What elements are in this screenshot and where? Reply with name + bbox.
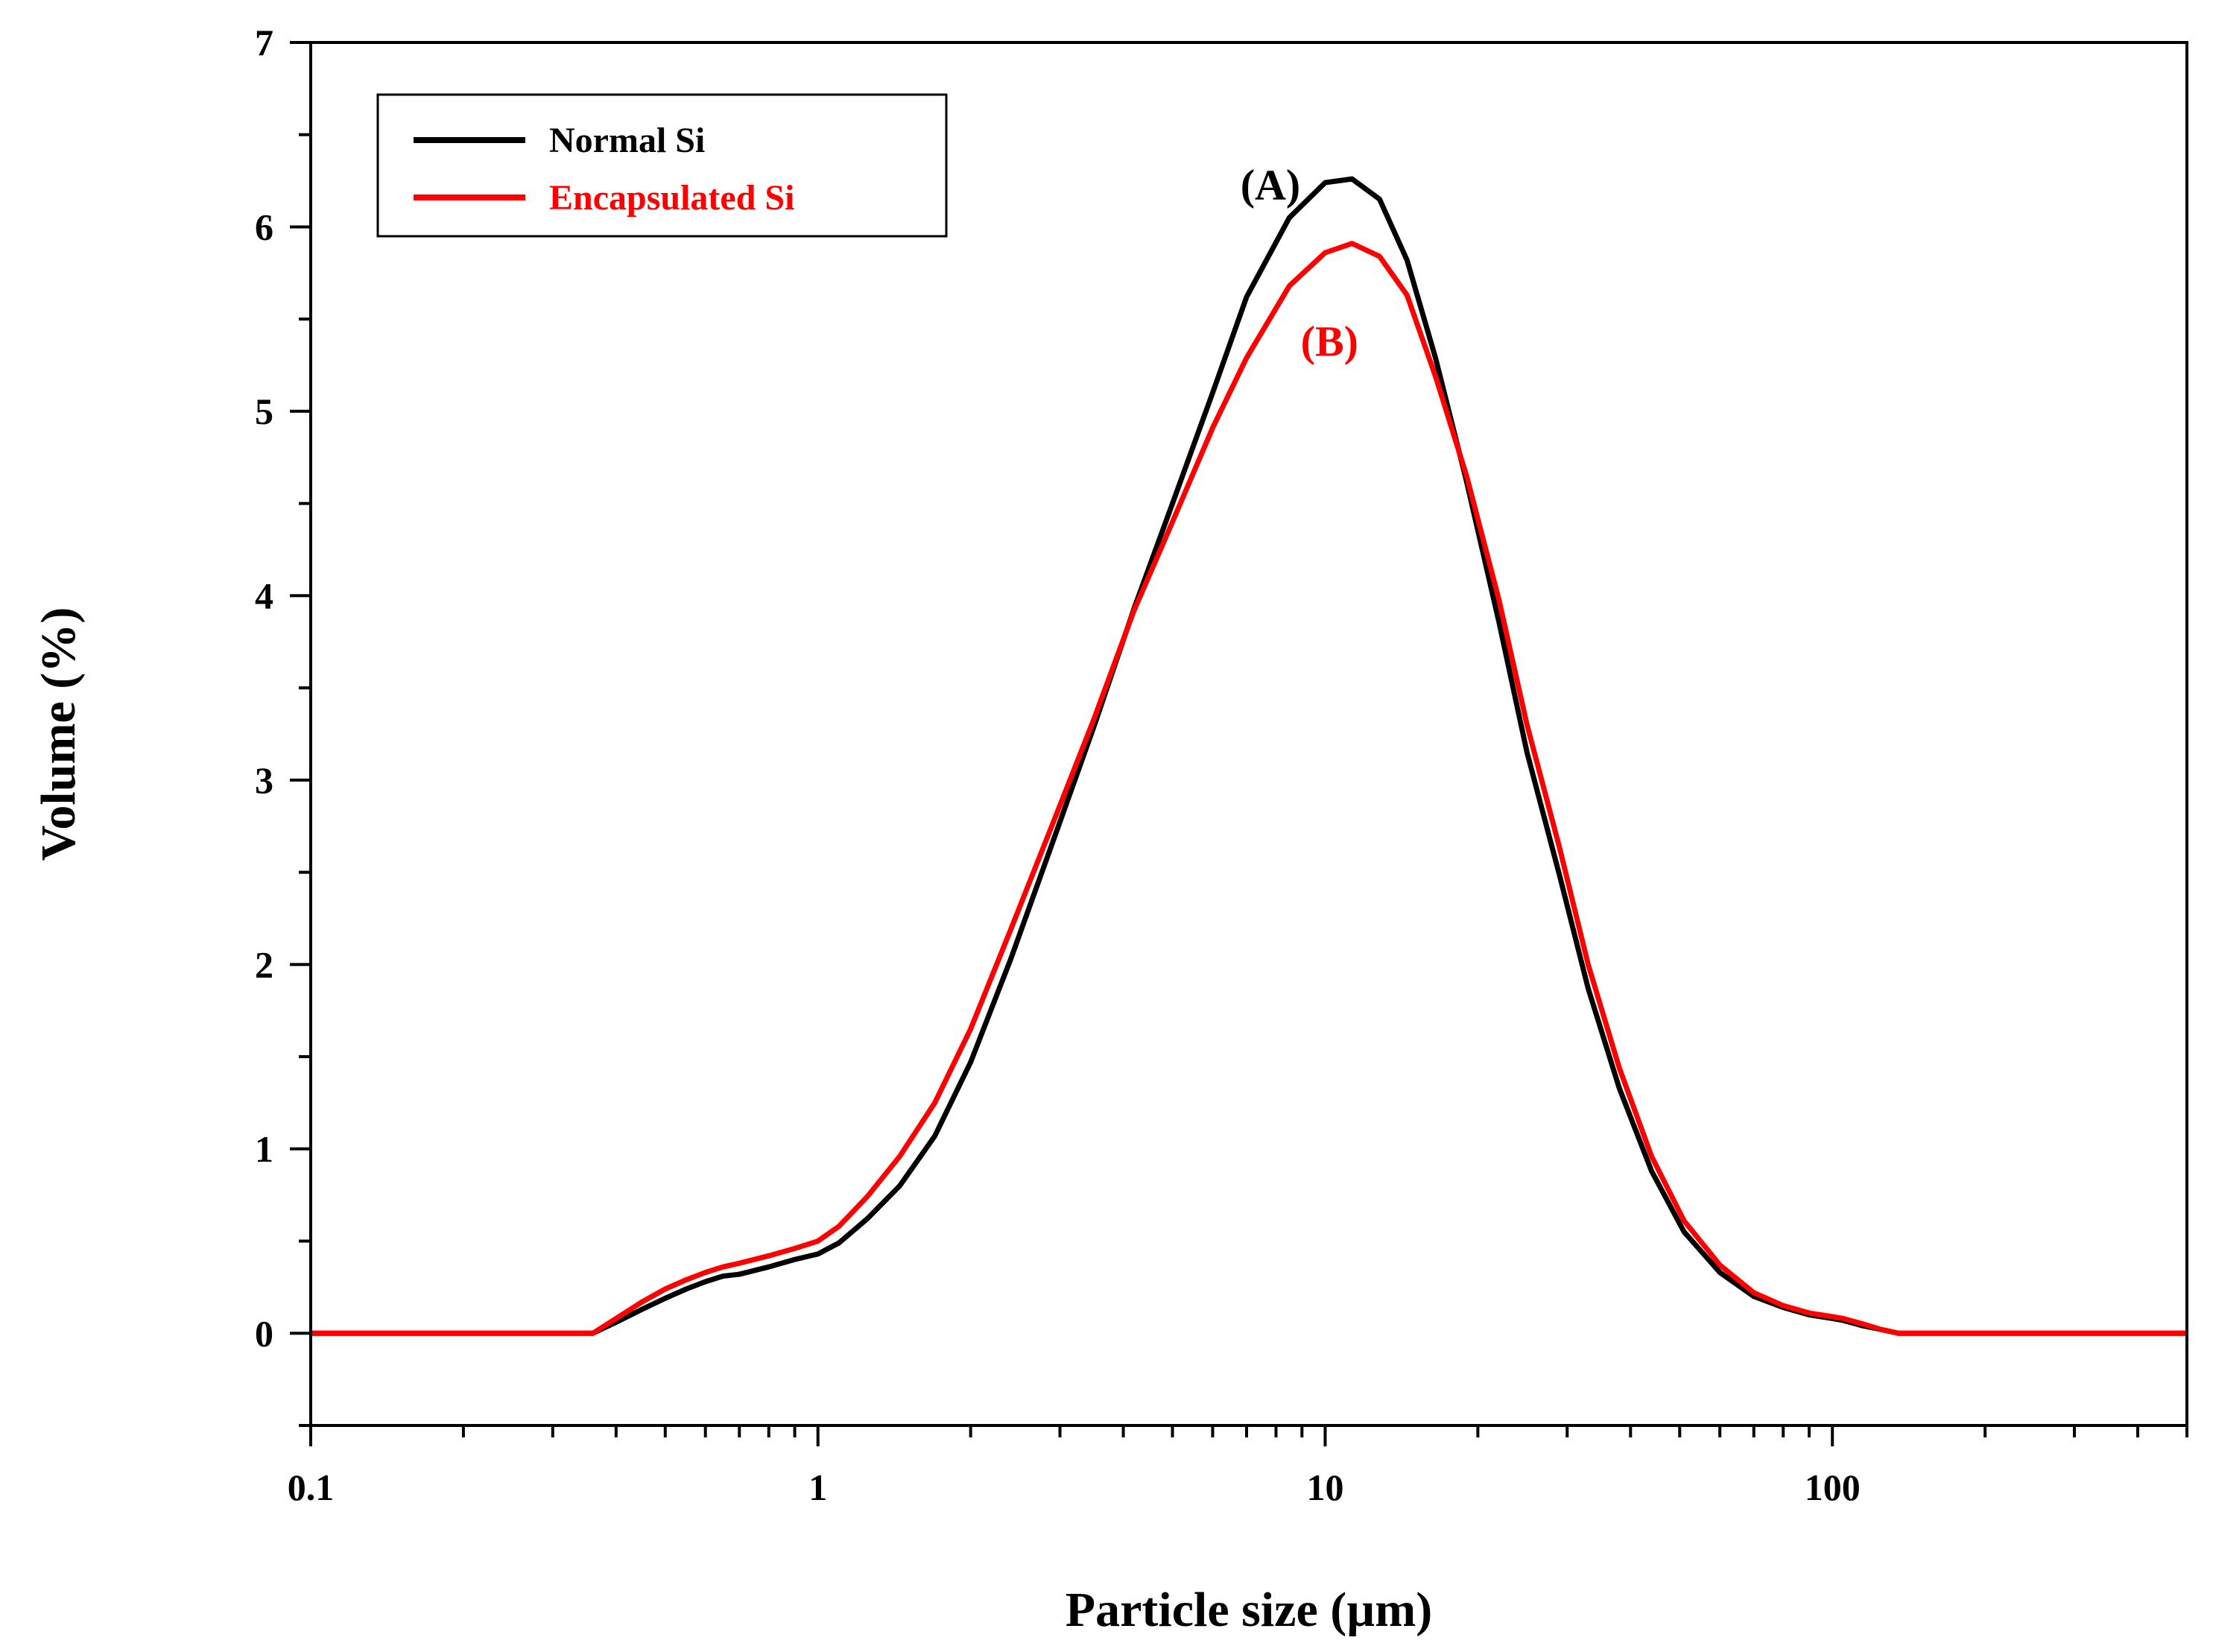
plot-frame (309, 41, 2188, 1427)
x-tick-label: 100 (1805, 1466, 1861, 1508)
y-tick-label: 0 (255, 1312, 273, 1354)
ticks-layer (290, 41, 2188, 1446)
x-tick-label: 0.1 (288, 1466, 335, 1508)
legend-label-normal-si: Normal Si (549, 121, 705, 160)
y-tick-label: 7 (255, 22, 273, 63)
x-tick-label: 1 (808, 1466, 827, 1508)
y-tick-label: 1 (255, 1128, 273, 1170)
x-axis-title: Particle size (µm) (1066, 1583, 1432, 1637)
series-layer (311, 176, 2187, 1336)
y-tick-label: 3 (255, 759, 273, 801)
legend-label-encapsulated-si: Encapsulated Si (549, 178, 794, 218)
y-axis-title: Volume (%) (31, 607, 86, 861)
annotation-a: (A) (1241, 160, 1301, 209)
y-tick-label: 4 (255, 575, 273, 616)
x-tick-label: 10 (1306, 1466, 1343, 1508)
tick-labels-layer: 0.1 1 10 100 0 1 2 3 4 5 6 7 (255, 22, 1861, 1508)
y-tick-label: 5 (255, 390, 273, 432)
y-tick-label: 6 (255, 206, 273, 247)
legend: Normal Si Encapsulated Si (376, 93, 948, 238)
y-tick-label: 2 (255, 943, 273, 985)
annotation-b: (B) (1301, 317, 1358, 366)
series-line-encapsulated-si (311, 241, 2187, 1336)
legend-box (376, 93, 948, 238)
